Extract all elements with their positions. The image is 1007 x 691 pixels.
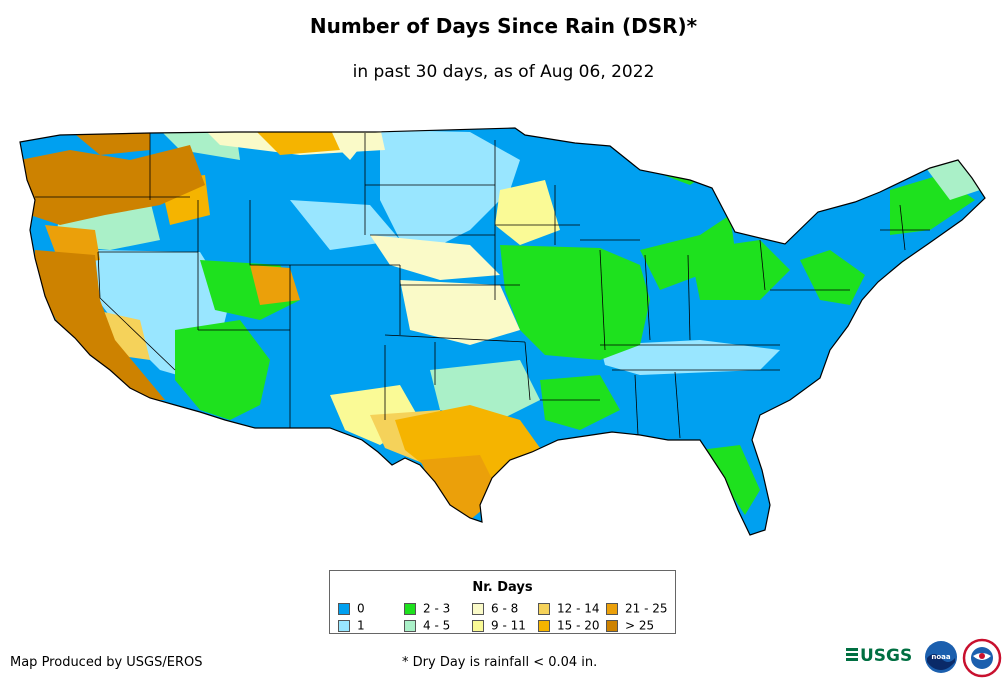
legend-label: 9 - 11 <box>491 618 526 633</box>
nws-logo <box>962 638 1002 678</box>
legend-label: 4 - 5 <box>423 618 451 633</box>
legend: Nr. Days 0 1 2 - 3 4 - 5 6 - 8 9 - 11 12 - 14 1… <box>329 570 676 634</box>
legend-label: 15 - 20 <box>557 618 600 633</box>
legend-label: 21 - 25 <box>625 601 668 616</box>
legend-item: 15 - 20 <box>538 619 600 632</box>
legend-swatch <box>404 619 416 632</box>
legend-swatch <box>538 619 550 632</box>
legend-item: 0 <box>338 602 365 615</box>
noaa-logo-text: noaa <box>931 653 951 661</box>
legend-label: 2 - 3 <box>423 601 451 616</box>
legend-swatch <box>606 619 618 632</box>
legend-item: 4 - 5 <box>404 619 450 632</box>
legend-item: 1 <box>338 619 365 632</box>
noaa-logo: noaa <box>925 641 957 673</box>
legend-item: 21 - 25 <box>606 602 668 615</box>
legend-item: 9 - 11 <box>472 619 526 632</box>
usgs-logo-text: USGS <box>860 646 912 666</box>
map-title: Number of Days Since Rain (DSR)* <box>309 14 698 38</box>
legend-swatch <box>338 619 350 632</box>
legend-swatch <box>472 602 484 615</box>
map-subtitle: in past 30 days, as of Aug 06, 2022 <box>352 62 655 82</box>
legend-title: Nr. Days <box>472 580 533 595</box>
legend-swatch <box>606 602 618 615</box>
producer-credit: Map Produced by USGS/EROS <box>10 655 203 670</box>
usgs-logo: USGS <box>846 646 912 666</box>
legend-label: 12 - 14 <box>557 601 600 616</box>
legend-label: 6 - 8 <box>491 601 519 616</box>
dry-day-footnote: * Dry Day is rainfall < 0.04 in. <box>402 655 598 670</box>
legend-label: 0 <box>357 601 365 616</box>
legend-label: 1 <box>357 618 365 633</box>
legend-swatch <box>472 619 484 632</box>
legend-item: 12 - 14 <box>538 602 600 615</box>
legend-item: > 25 <box>606 619 654 632</box>
legend-label: > 25 <box>625 618 655 633</box>
legend-swatch <box>338 602 350 615</box>
dsr-map <box>19 127 986 536</box>
legend-item: 2 - 3 <box>404 602 450 615</box>
legend-swatch <box>404 602 416 615</box>
legend-swatch <box>538 602 550 615</box>
legend-item: 6 - 8 <box>472 602 518 615</box>
